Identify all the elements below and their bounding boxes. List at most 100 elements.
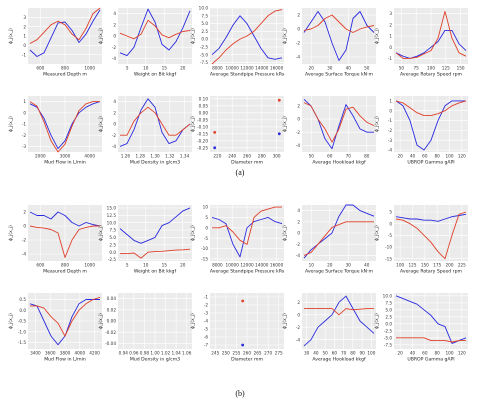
y-tick-label: -2 (112, 133, 117, 138)
series-line-red (29, 225, 100, 258)
y-tick-label: 2.5 (385, 314, 392, 319)
x-tick-label: 40 (313, 351, 319, 356)
y-tick-label: 2.5 (201, 29, 208, 34)
y-tick-label: -6 (204, 335, 209, 340)
y-tick-label: 5.0 (109, 235, 116, 240)
series-line-blue (119, 98, 191, 147)
y-tick-label: 0 (389, 108, 392, 113)
x-tick-label: 80 (434, 154, 440, 159)
panel-background (302, 8, 376, 64)
y-axis-label: ϕ_j(x_j) (8, 28, 14, 44)
y-tick-label: 0.05 (199, 103, 209, 108)
y-tick-label: -2.5 (200, 44, 209, 49)
x-tick-label: 10 (143, 263, 149, 268)
series-line-red (211, 9, 283, 65)
x-axis-label: Mud Flow in L/min (44, 357, 86, 363)
panel-background (394, 205, 468, 261)
y-axis-label: ϕ_j(x_j) (8, 225, 14, 241)
y-tick-label: 4 (297, 208, 300, 213)
y-tick-label: -0.02 (105, 330, 116, 335)
y-axis-label: ϕ_j(x_j) (8, 313, 14, 329)
y-tick-label: 0 (389, 221, 392, 226)
x-tick-label: 175 (433, 263, 441, 268)
x-tick-label: 80 (350, 351, 356, 356)
x-axis-label: Measured Depth m (43, 269, 87, 275)
y-axis-label: ϕ_j(x_j) (190, 28, 196, 44)
y-tick-label: -0.04 (105, 341, 116, 346)
x-tick-label: 260 (243, 351, 251, 356)
series-line-red (303, 221, 374, 256)
x-tick-label: 80 (364, 154, 370, 159)
x-tick-label: 40 (346, 66, 352, 71)
panel-a-8: -0.25 -0.20 -0.15 -0.10 -0.05 0.00 0.05 0.10 220… (190, 96, 284, 166)
y-tick-label: -2 (296, 130, 301, 135)
panel-b-6: -1.5 -1.0 -0.5 0.0 0.5 3400 3600 3800 4000 4200Mu… (8, 293, 102, 363)
y-axis-label: ϕ_j(x_j) (282, 28, 288, 44)
y-tick-label: 4 (113, 99, 116, 104)
y-axis-label: ϕ_j(x_j) (374, 116, 380, 132)
y-tick-label: -5.0 (200, 52, 209, 57)
y-tick-label: -2 (22, 133, 27, 138)
y-tick-label: -1 (22, 52, 27, 57)
y-tick-label: 10.0 (383, 293, 393, 298)
scatter-point-red (241, 299, 245, 303)
x-tick-label: 275 (275, 351, 283, 356)
x-tick-label: 100 (427, 66, 435, 71)
y-tick-label: 2 (297, 219, 300, 224)
x-tick-label: 10000 (226, 263, 240, 268)
series-line-blue (395, 213, 467, 222)
y-tick-label: -4 (296, 253, 301, 258)
x-tick-label: 20 (180, 263, 186, 268)
x-tick-label: 40 (364, 263, 370, 268)
x-tick-label: 3800 (60, 351, 71, 356)
y-tick-label: -7 (204, 343, 209, 348)
x-tick-label: 120 (458, 154, 466, 159)
y-tick-label: -5 (388, 233, 393, 238)
x-tick-label: 20 (180, 66, 186, 71)
y-tick-label: -1 (388, 118, 393, 123)
panel-background (302, 293, 376, 349)
y-tick-label: 10 (203, 205, 209, 210)
y-tick-label: 0.0 (109, 250, 116, 255)
y-tick-label: -0.15 (197, 131, 208, 136)
series-line-red (396, 337, 466, 343)
y-tick-label: -15 (201, 257, 208, 262)
x-tick-label: 5 (126, 66, 129, 71)
x-tick-label: 3400 (30, 351, 41, 356)
x-tick-label: 80 (434, 351, 440, 356)
scatter-point-blue (213, 146, 217, 150)
caption-a: (a) (235, 168, 245, 177)
y-tick-label: 5.0 (201, 21, 208, 26)
x-tick-label: 1.30 (150, 154, 160, 159)
series-line-red (303, 102, 375, 143)
x-tick-label: 150 (457, 66, 465, 71)
y-tick-label: -3 (388, 138, 393, 143)
series-line-red (395, 211, 467, 260)
y-tick-label: 2 (113, 22, 116, 27)
x-tick-label: 75 (414, 66, 420, 71)
y-axis-label: ϕ_j(x_j) (98, 225, 104, 241)
y-tick-label: -4 (296, 337, 301, 342)
x-axis-label: Average Standpipe Pressure kPa (210, 72, 284, 78)
y-tick-label: -10 (385, 245, 392, 250)
y-axis-label: ϕ_j(x_j) (374, 28, 380, 44)
x-tick-label: 4200 (89, 351, 100, 356)
series-line-red (212, 206, 282, 245)
x-tick-label: 600 (36, 263, 44, 268)
y-tick-label: -7.5 (200, 60, 209, 65)
x-tick-label: 12000 (240, 66, 254, 71)
x-tick-label: 70 (346, 154, 352, 159)
x-tick-label: 600 (36, 66, 44, 71)
x-axis-label: Average Surface Torque kN·m (305, 72, 374, 78)
panel-a-3: -7.5 -5.0 -2.5 0.0 2.5 5.0 7.5 10.0 8000 10000 120… (190, 6, 284, 78)
series-line-red (30, 296, 101, 337)
x-tick-label: 125 (442, 66, 450, 71)
x-tick-label: 70 (341, 351, 347, 356)
x-tick-label: 800 (61, 66, 69, 71)
y-tick-label: 2 (389, 22, 392, 27)
x-tick-label: 125 (409, 263, 417, 268)
